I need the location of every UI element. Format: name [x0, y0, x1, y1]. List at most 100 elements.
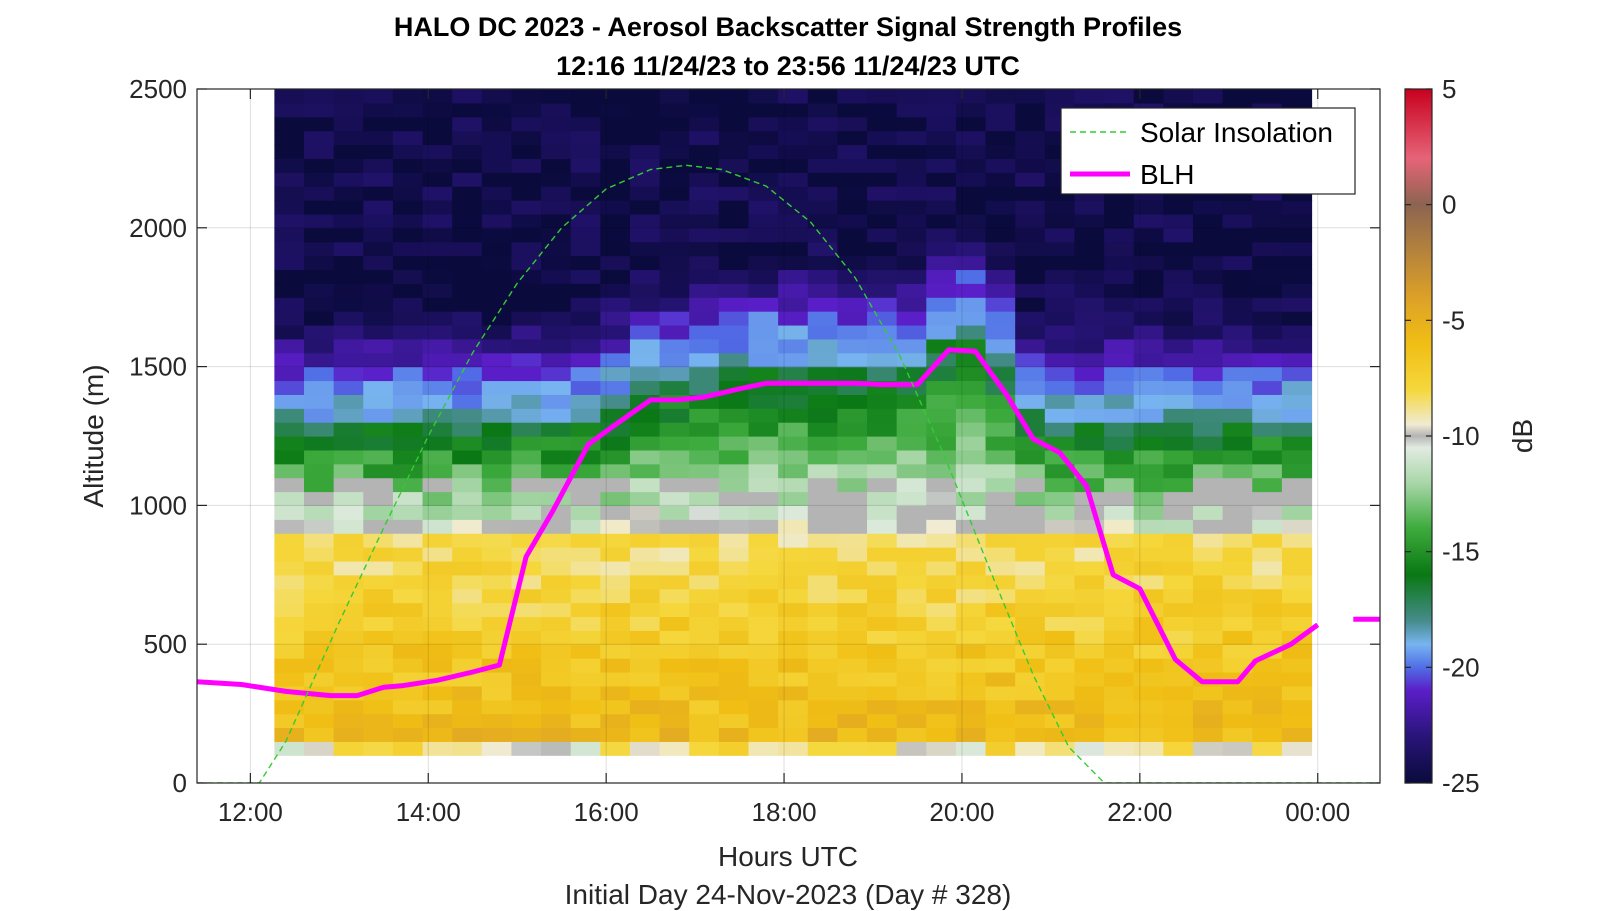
heatmap-cell	[511, 408, 542, 423]
heatmap-cell	[570, 269, 601, 284]
heatmap-cell	[778, 241, 809, 257]
heatmap-cell	[452, 463, 483, 479]
heatmap-cell	[659, 89, 690, 104]
heatmap-cell	[778, 366, 809, 382]
heatmap-cell	[896, 394, 927, 409]
heatmap-cell	[481, 269, 513, 284]
heatmap-cell	[541, 269, 572, 284]
heatmap-cell	[333, 630, 364, 645]
heatmap-cell	[511, 699, 542, 715]
heatmap-cell	[1252, 200, 1283, 215]
heatmap-cell	[778, 89, 809, 104]
heatmap-cell	[422, 422, 453, 437]
heatmap-cell	[570, 213, 601, 229]
heatmap-cell	[452, 741, 483, 756]
heatmap-cell	[392, 158, 424, 173]
heatmap-cell	[1015, 213, 1046, 229]
heatmap-cell	[600, 172, 631, 187]
heatmap-cell	[422, 352, 453, 368]
heatmap-cell	[1015, 713, 1046, 729]
heatmap-cell	[570, 158, 601, 173]
heatmap-cell	[452, 172, 483, 187]
heatmap-cell	[1133, 547, 1164, 562]
heatmap-cell	[1104, 547, 1135, 562]
heatmap-cell	[422, 227, 453, 243]
heatmap-cell	[778, 283, 809, 298]
heatmap-cell	[1015, 477, 1046, 493]
heatmap-cell	[333, 394, 364, 409]
heatmap-cell	[1133, 338, 1164, 354]
heatmap-cell	[1163, 255, 1194, 271]
heatmap-cell	[274, 144, 305, 159]
heatmap-cell	[807, 741, 838, 756]
heatmap-cell	[837, 574, 868, 590]
heatmap-cell	[333, 588, 364, 604]
heatmap-cell	[867, 449, 898, 465]
heatmap-cell	[1252, 463, 1283, 479]
heatmap-cell	[659, 283, 690, 298]
heatmap-cell	[1074, 213, 1105, 229]
heatmap-cell	[452, 269, 483, 284]
heatmap-cell	[659, 574, 690, 590]
heatmap-cell	[570, 741, 601, 756]
heatmap-cell	[1252, 297, 1283, 312]
heatmap-cell	[1044, 352, 1076, 368]
heatmap-cell	[867, 671, 898, 687]
heatmap-cell	[304, 727, 335, 742]
heatmap-cell	[778, 449, 809, 465]
heatmap-cell	[511, 685, 542, 701]
heatmap-cell	[333, 130, 364, 146]
heatmap-cell	[1192, 436, 1224, 451]
heatmap-cell	[600, 130, 631, 146]
heatmap-cell	[600, 89, 631, 104]
heatmap-cell	[718, 477, 750, 493]
heatmap-cell	[1044, 394, 1076, 409]
heatmap-cell	[1252, 616, 1283, 631]
heatmap-cell	[896, 116, 927, 132]
heatmap-cell	[778, 311, 809, 326]
heatmap-cell	[570, 630, 601, 645]
heatmap-cell	[1222, 311, 1253, 326]
y-tick-label: 1000	[129, 490, 187, 520]
heatmap-cell	[955, 671, 987, 687]
heatmap-cell	[452, 158, 483, 173]
heatmap-cell	[570, 505, 601, 520]
heatmap-cell	[1133, 311, 1164, 326]
heatmap-cell	[600, 491, 631, 506]
heatmap-cell	[1252, 602, 1283, 618]
heatmap-cell	[1192, 366, 1224, 382]
heatmap-cell	[1281, 366, 1313, 382]
heatmap-cell	[807, 172, 838, 187]
heatmap-cell	[304, 463, 335, 479]
heatmap-cell	[689, 324, 720, 340]
heatmap-cell	[1222, 394, 1253, 409]
heatmap-cell	[570, 671, 601, 687]
heatmap-cell	[570, 380, 601, 395]
heatmap-cell	[867, 547, 898, 562]
heatmap-cell	[304, 102, 335, 118]
heatmap-cell	[748, 699, 779, 715]
heatmap-cell	[867, 144, 898, 159]
heatmap-cell	[748, 616, 779, 631]
heatmap-cell	[1163, 227, 1194, 243]
heatmap-cell	[333, 519, 364, 534]
heatmap-cell	[1281, 408, 1313, 423]
heatmap-cell	[304, 366, 335, 382]
heatmap-cell	[867, 713, 898, 729]
heatmap-cell	[570, 116, 601, 132]
heatmap-cell	[985, 685, 1016, 701]
heatmap-cell	[1015, 200, 1046, 215]
heatmap-cell	[422, 727, 453, 742]
heatmap-cell	[1281, 311, 1313, 326]
heatmap-cell	[1281, 380, 1313, 395]
heatmap-cell	[600, 227, 631, 243]
heatmap-cell	[867, 186, 898, 201]
heatmap-cell	[1044, 213, 1076, 229]
heatmap-cell	[1044, 422, 1076, 437]
heatmap-cell	[481, 644, 513, 659]
heatmap-cell	[541, 311, 572, 326]
heatmap-cell	[659, 588, 690, 604]
heatmap-cell	[748, 227, 779, 243]
heatmap-cell	[452, 338, 483, 354]
heatmap-cell	[1281, 422, 1313, 437]
